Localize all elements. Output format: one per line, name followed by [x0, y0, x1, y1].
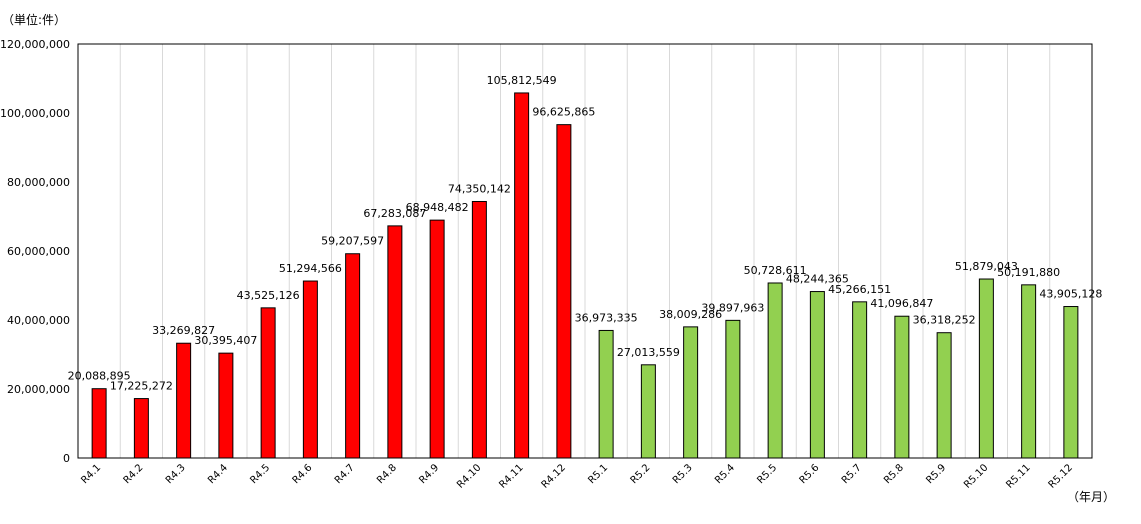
data-label: 33,269,827	[152, 324, 215, 337]
data-label: 51,879,043	[955, 260, 1018, 273]
x-tick-label: R4.10	[455, 462, 483, 490]
data-label: 67,283,087	[363, 207, 426, 220]
data-label: 36,973,335	[575, 311, 638, 324]
x-tick-label: R4.5	[248, 462, 272, 486]
x-tick-label: R4.2	[122, 462, 146, 486]
bar	[556, 124, 572, 459]
x-tick-label: R5.1	[586, 462, 610, 486]
bar	[260, 307, 276, 459]
y-tick-label: 20,000,000	[7, 383, 70, 396]
x-tick-label: R4.12	[540, 462, 568, 490]
bar	[218, 352, 234, 459]
x-tick-label: R5.9	[924, 462, 948, 486]
bar	[894, 315, 910, 459]
bar	[1021, 284, 1037, 459]
data-label: 20,088,895	[68, 370, 131, 383]
y-tick-label: 0	[63, 452, 70, 465]
x-tick-label: R4.7	[333, 462, 357, 486]
x-tick-label: R5.6	[798, 462, 822, 486]
bar	[91, 388, 107, 459]
x-tick-label: R5.4	[713, 462, 737, 486]
y-tick-label: 120,000,000	[0, 38, 70, 51]
data-label: 68,948,482	[406, 201, 469, 214]
data-label: 36,318,252	[913, 314, 976, 327]
bar	[514, 92, 530, 459]
bar	[1063, 306, 1079, 459]
bar	[387, 225, 403, 459]
bar	[936, 332, 952, 459]
data-label: 39,897,963	[701, 301, 764, 314]
bar	[133, 398, 149, 459]
gridlines	[77, 43, 1093, 459]
y-axis: 0 20,000,000 40,000,000 60,000,000 80,000,00…	[0, 38, 70, 465]
data-label: 30,395,407	[194, 334, 257, 347]
x-tick-label: R4.11	[497, 462, 525, 490]
bar	[345, 253, 361, 459]
y-tick-label: 80,000,000	[7, 176, 70, 189]
bar	[471, 200, 487, 459]
bar	[598, 329, 614, 459]
x-tick-label: R4.6	[291, 462, 315, 486]
x-tick-label: R5.3	[671, 462, 695, 486]
data-label: 59,207,597	[321, 235, 384, 248]
data-label: 27,013,559	[617, 346, 680, 359]
data-label: 41,096,847	[870, 297, 933, 310]
bar	[683, 326, 699, 459]
y-tick-label: 60,000,000	[7, 245, 70, 258]
y-tick-label: 40,000,000	[7, 314, 70, 327]
data-label: 105,812,549	[487, 74, 557, 87]
unit-label: （単位:件）	[2, 12, 66, 27]
x-tick-label: R5.2	[629, 462, 653, 486]
data-label: 45,266,151	[828, 283, 891, 296]
x-tick-label: R5.7	[840, 462, 864, 486]
data-label: 17,225,272	[110, 380, 173, 393]
x-tick-label: R5.5	[755, 462, 779, 486]
x-tick-label: R5.12	[1047, 462, 1075, 490]
data-label: 50,191,880	[997, 266, 1060, 279]
bar	[302, 280, 318, 459]
data-label: 38,009,286	[659, 308, 722, 321]
bar	[852, 301, 868, 459]
bar	[725, 319, 741, 459]
bar	[809, 291, 825, 459]
x-tick-label: R4.8	[375, 462, 399, 486]
x-unit-label: （年月）	[1067, 490, 1115, 504]
data-label: 74,350,142	[448, 182, 511, 195]
x-tick-label: R5.10	[962, 462, 990, 490]
data-label: 43,525,126	[237, 289, 300, 302]
bars	[91, 92, 1079, 459]
bar	[978, 278, 994, 459]
data-label: 51,294,566	[279, 262, 342, 275]
x-tick-label: R4.4	[206, 462, 230, 486]
bar	[429, 219, 445, 459]
x-tick-label: R4.3	[164, 462, 188, 486]
x-tick-label: R5.8	[882, 462, 906, 486]
plot-area	[77, 43, 1093, 459]
data-label: 50,728,611	[744, 264, 807, 277]
bar	[640, 364, 656, 459]
x-tick-label: R4.9	[417, 462, 441, 486]
data-label: 43,905,128	[1039, 288, 1102, 301]
x-tick-label: R4.1	[79, 462, 103, 486]
data-label: 48,244,365	[786, 273, 849, 286]
x-axis: R4.1 R4.2 R4.3 R4.4 R4.5 R4.6 R4.7 R4.8 R4.9 R4.1…	[79, 462, 1075, 490]
data-label: 96,625,865	[532, 106, 595, 119]
bar	[176, 342, 192, 459]
y-tick-label: 100,000,000	[0, 107, 70, 120]
x-tick-label: R5.11	[1004, 462, 1032, 490]
bar	[767, 282, 783, 459]
